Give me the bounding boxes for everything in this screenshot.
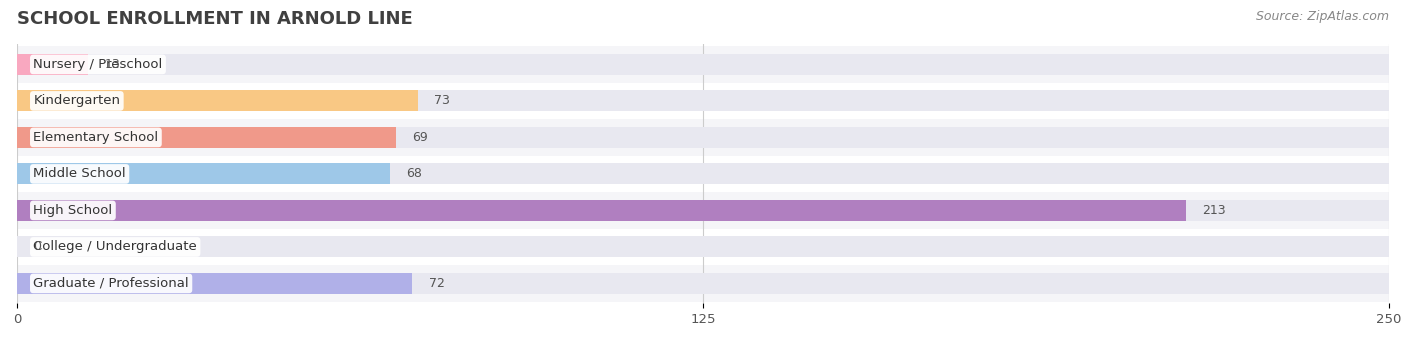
Bar: [17, 155, 1389, 192]
Text: 213: 213: [1202, 204, 1226, 217]
Text: SCHOOL ENROLLMENT IN ARNOLD LINE: SCHOOL ENROLLMENT IN ARNOLD LINE: [17, 10, 412, 28]
Text: College / Undergraduate: College / Undergraduate: [34, 240, 197, 253]
Bar: [17, 90, 1389, 112]
Bar: [17, 163, 389, 184]
Bar: [17, 163, 1389, 184]
Text: 68: 68: [406, 167, 422, 180]
Text: Middle School: Middle School: [34, 167, 127, 180]
Bar: [17, 200, 1389, 221]
Text: 13: 13: [104, 58, 121, 71]
Bar: [17, 273, 1389, 294]
Bar: [17, 90, 418, 112]
Bar: [17, 127, 1389, 148]
Bar: [17, 46, 1389, 83]
Text: Source: ZipAtlas.com: Source: ZipAtlas.com: [1256, 10, 1389, 23]
Text: Graduate / Professional: Graduate / Professional: [34, 277, 188, 290]
Bar: [17, 83, 1389, 119]
Bar: [17, 127, 395, 148]
Bar: [17, 119, 1389, 155]
Bar: [17, 265, 1389, 302]
Bar: [17, 200, 1187, 221]
Text: Kindergarten: Kindergarten: [34, 94, 121, 107]
Text: 72: 72: [429, 277, 444, 290]
Bar: [17, 273, 412, 294]
Bar: [17, 54, 1389, 75]
Text: High School: High School: [34, 204, 112, 217]
Text: Nursery / Preschool: Nursery / Preschool: [34, 58, 163, 71]
Text: Elementary School: Elementary School: [34, 131, 159, 144]
Bar: [17, 54, 89, 75]
Bar: [17, 192, 1389, 229]
Text: 0: 0: [34, 240, 41, 253]
Text: 73: 73: [434, 94, 450, 107]
Text: 69: 69: [412, 131, 427, 144]
Bar: [17, 229, 1389, 265]
Bar: [17, 236, 1389, 257]
